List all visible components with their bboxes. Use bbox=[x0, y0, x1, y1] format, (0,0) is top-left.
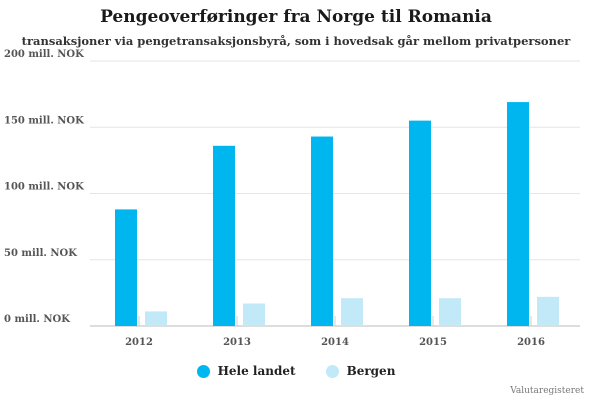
source-credit: Valutaregisteret bbox=[510, 386, 584, 396]
bar-hele-landet-2015[interactable] bbox=[409, 120, 431, 326]
bar-bergen-2013[interactable] bbox=[243, 303, 265, 326]
y-tick-label: 100 mill. NOK bbox=[4, 182, 84, 193]
bar-hele-landet-2012[interactable] bbox=[115, 209, 137, 326]
chart-subtitle: transaksjoner via pengetransaksjonsbyrå,… bbox=[21, 34, 571, 48]
bar-bergen-2015[interactable] bbox=[439, 298, 461, 326]
legend: Hele landet Bergen bbox=[0, 364, 592, 378]
legend-label-hele-landet: Hele landet bbox=[217, 364, 296, 378]
legend-swatch-hele-landet bbox=[196, 364, 210, 378]
x-tick-label: 2014 bbox=[321, 337, 349, 348]
legend-item-bergen[interactable]: Bergen bbox=[325, 364, 396, 378]
x-tick-label: 2016 bbox=[517, 337, 545, 348]
y-tick-label: 150 mill. NOK bbox=[4, 115, 84, 126]
x-tick-label: 2015 bbox=[419, 337, 447, 348]
chart-title: Pengeoverføringer fra Norge til Romania bbox=[100, 7, 492, 27]
y-tick-label: 50 mill. NOK bbox=[4, 248, 77, 259]
x-tick-label: 2013 bbox=[223, 337, 251, 348]
x-tick-label: 2012 bbox=[125, 337, 153, 348]
bar-hele-landet-2013[interactable] bbox=[213, 145, 235, 326]
y-tick-label: 200 mill. NOK bbox=[4, 49, 84, 60]
bar-bergen-2014[interactable] bbox=[341, 298, 363, 326]
bar-hele-landet-2016[interactable] bbox=[507, 102, 529, 326]
bar-bergen-2016[interactable] bbox=[537, 296, 559, 326]
legend-item-hele-landet[interactable]: Hele landet bbox=[196, 364, 296, 378]
legend-swatch-bergen bbox=[325, 364, 339, 378]
bar-hele-landet-2014[interactable] bbox=[311, 136, 333, 326]
legend-label-bergen: Bergen bbox=[346, 364, 396, 378]
bar-bergen-2012[interactable] bbox=[145, 311, 167, 326]
y-tick-label: 0 mill. NOK bbox=[4, 314, 70, 325]
